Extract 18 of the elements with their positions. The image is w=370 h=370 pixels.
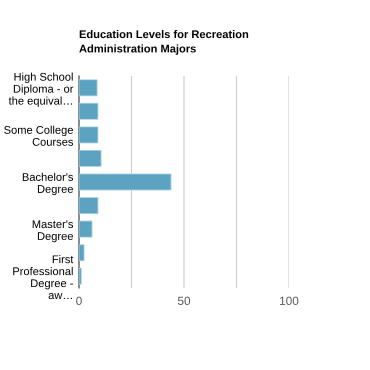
bar bbox=[79, 244, 84, 262]
bar bbox=[79, 79, 98, 96]
y-tick-label: High School Diploma - or the equival… bbox=[8, 72, 74, 107]
y-tick-label: Bachelor's Degree bbox=[22, 172, 74, 196]
bar bbox=[79, 102, 98, 120]
y-tick-label: Master's Degree bbox=[32, 220, 74, 242]
x-tick-label: 0 bbox=[76, 296, 82, 306]
bar bbox=[79, 126, 98, 144]
bar bbox=[79, 220, 92, 238]
bar bbox=[79, 197, 98, 214]
x-tick-label: 100 bbox=[280, 296, 298, 306]
x-tick-label: 50 bbox=[178, 296, 190, 306]
y-tick-label: First Professional Degree - aw… bbox=[13, 255, 74, 300]
y-tick-label: Some College Courses bbox=[4, 126, 74, 146]
bar bbox=[79, 174, 172, 190]
bar bbox=[79, 268, 82, 285]
chart-title: Education Levels for Recreation Administration Majors bbox=[79, 30, 248, 55]
bar bbox=[79, 150, 102, 167]
